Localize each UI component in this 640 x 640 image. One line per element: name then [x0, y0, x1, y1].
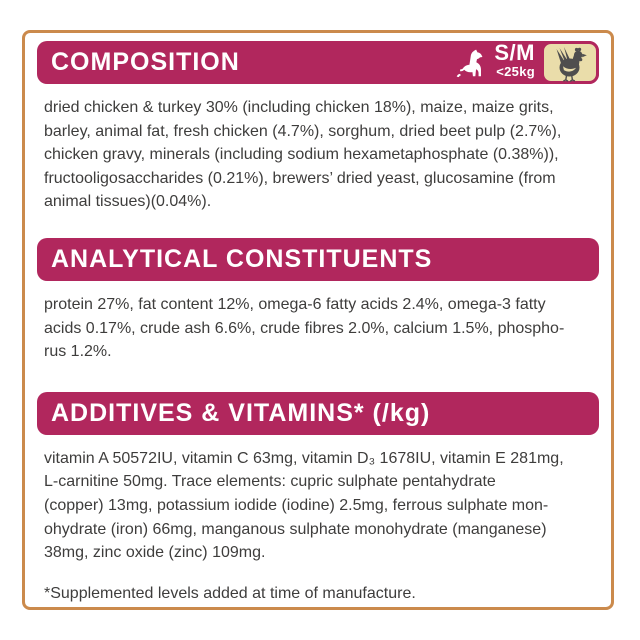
text-line: rus 1.2%.	[44, 343, 112, 361]
text-line: chicken gravy, minerals (including sodiu…	[44, 146, 559, 164]
additives-text: vitamin A 50572IU, vitamin C 63mg, vitam…	[37, 447, 599, 565]
text-line: acids 0.17%, crude ash 6.6%, crude fibre…	[44, 319, 565, 337]
text-line: vitamin A 50572IU, vitamin C 63mg, vitam…	[44, 449, 564, 467]
composition-text: dried chicken & turkey 30% (including ch…	[37, 96, 599, 214]
text-line: ohydrate (iron) 66mg, manganous sulphate…	[44, 520, 547, 538]
size-weight-stack: S/M <25kg	[494, 40, 535, 79]
additives-title: ADDITIVES & VITAMINS* (/kg)	[51, 398, 431, 427]
size-label: S/M	[494, 40, 535, 65]
text-line: dried chicken & turkey 30% (including ch…	[44, 99, 554, 116]
dog-size-badge: S/M <25kg	[454, 42, 535, 83]
dog-icon	[454, 48, 487, 78]
section-header-analytical: ANALYTICAL CONSTITUENTS	[37, 237, 599, 281]
section-header-composition: COMPOSITION S/M <25kg	[37, 41, 599, 84]
analytical-title: ANALYTICAL CONSTITUENTS	[51, 244, 433, 273]
text-line: fructooligosaccharides (0.21%), brewers’…	[44, 169, 556, 187]
nutrition-info-card: COMPOSITION S/M <25kg	[22, 30, 614, 610]
analytical-text: protein 27%, fat content 12%, omega-6 fa…	[37, 293, 599, 364]
footnote: *Supplemented levels added at time of ma…	[44, 584, 416, 602]
section-header-additives: ADDITIVES & VITAMINS* (/kg)	[37, 391, 599, 435]
text-line: L-carnitine 50mg. Trace elements: cupric…	[44, 473, 496, 491]
text-line: 38mg, zinc oxide (zinc) 109mg.	[44, 544, 266, 562]
chicken-flavour-badge	[541, 41, 599, 84]
text-line: protein 27%, fat content 12%, omega-6 fa…	[44, 295, 546, 313]
text-line: barley, animal fat, fresh chicken (4.7%)…	[44, 122, 562, 140]
weight-label: <25kg	[496, 64, 535, 79]
composition-title: COMPOSITION	[51, 48, 240, 76]
chicken-icon	[556, 46, 587, 82]
text-line: (copper) 13mg, potassium iodide (iodine)…	[44, 496, 549, 514]
text-line: animal tissues)(0.04%).	[44, 193, 212, 211]
